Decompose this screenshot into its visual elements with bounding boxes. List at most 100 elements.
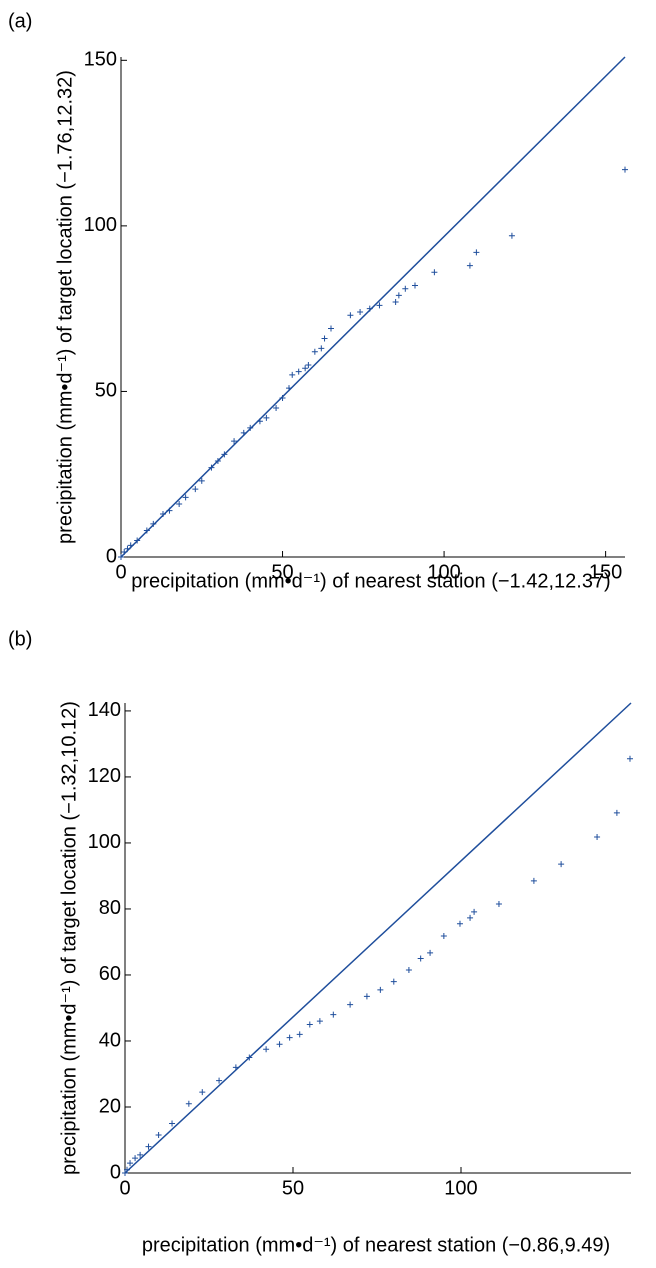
y-tick-label: 0 bbox=[110, 1161, 121, 1183]
data-point bbox=[155, 1132, 162, 1139]
data-point bbox=[412, 282, 418, 289]
data-point bbox=[302, 365, 309, 372]
x-tick-label: 150 bbox=[589, 561, 622, 583]
data-point bbox=[306, 1021, 313, 1028]
y-axis-label: precipitation (mm•d⁻¹) of target locatio… bbox=[54, 70, 76, 544]
data-point bbox=[208, 464, 215, 471]
data-point bbox=[132, 1155, 139, 1162]
data-point bbox=[127, 1160, 134, 1167]
data-point bbox=[405, 967, 412, 974]
x-tick-label: 50 bbox=[282, 1177, 304, 1199]
data-point bbox=[392, 299, 399, 306]
data-point bbox=[622, 166, 628, 173]
data-point bbox=[558, 861, 565, 868]
x-tick-label: 0 bbox=[115, 561, 126, 583]
panel-label: (b) bbox=[8, 628, 32, 650]
data-point bbox=[471, 908, 478, 915]
reference-line bbox=[124, 702, 632, 1174]
data-point bbox=[305, 361, 312, 368]
data-point bbox=[311, 348, 318, 355]
data-point bbox=[321, 335, 328, 342]
data-point bbox=[273, 404, 280, 411]
y-tick-label: 100 bbox=[84, 214, 117, 236]
data-point bbox=[363, 993, 370, 1000]
data-point bbox=[124, 1166, 131, 1173]
x-axis-label: precipitation (mm•d⁻¹) of nearest statio… bbox=[131, 570, 610, 592]
data-point bbox=[431, 269, 438, 276]
data-point bbox=[256, 418, 263, 425]
data-point bbox=[296, 1031, 303, 1038]
data-point bbox=[221, 451, 228, 458]
data-point bbox=[124, 545, 131, 552]
data-point bbox=[402, 285, 409, 292]
data-point bbox=[246, 1054, 253, 1061]
x-axis-label: precipitation (mm•d⁻¹) of nearest statio… bbox=[142, 1234, 610, 1256]
data-point bbox=[176, 501, 183, 508]
data-point bbox=[473, 249, 480, 256]
data-point bbox=[118, 554, 124, 560]
data-point bbox=[286, 1034, 293, 1041]
data-point bbox=[198, 477, 205, 484]
y-tick-label: 60 bbox=[99, 963, 121, 985]
data-point bbox=[466, 262, 473, 269]
y-tick-label: 20 bbox=[99, 1095, 121, 1117]
data-point bbox=[508, 232, 515, 239]
data-point bbox=[160, 510, 166, 517]
data-point bbox=[347, 1001, 354, 1008]
data-point bbox=[166, 507, 173, 514]
data-point bbox=[263, 414, 270, 421]
data-point bbox=[137, 1151, 144, 1158]
data-point bbox=[199, 1089, 206, 1096]
data-point bbox=[240, 429, 247, 436]
y-tick-label: 0 bbox=[106, 545, 117, 567]
data-point bbox=[377, 986, 384, 993]
data-point bbox=[192, 486, 199, 493]
x-tick-label: 100 bbox=[444, 1177, 477, 1199]
data-point bbox=[440, 933, 447, 940]
data-point bbox=[145, 1143, 152, 1150]
data-point bbox=[121, 549, 128, 556]
data-point bbox=[390, 978, 397, 985]
data-point bbox=[495, 901, 502, 908]
data-point bbox=[417, 955, 424, 962]
data-point bbox=[347, 312, 354, 319]
data-point bbox=[134, 537, 141, 544]
y-tick-label: 140 bbox=[88, 699, 121, 721]
data-point bbox=[395, 292, 402, 299]
y-tick-label: 100 bbox=[88, 831, 121, 853]
data-point bbox=[169, 1120, 176, 1127]
data-point bbox=[467, 914, 474, 921]
data-point bbox=[295, 368, 302, 375]
data-point bbox=[289, 371, 296, 378]
data-point bbox=[328, 325, 334, 332]
data-point bbox=[122, 1170, 128, 1176]
x-tick-label: 0 bbox=[119, 1177, 130, 1199]
data-point bbox=[626, 755, 633, 762]
data-point bbox=[530, 877, 537, 884]
panel-label: (a) bbox=[8, 10, 32, 32]
data-point bbox=[216, 1077, 223, 1084]
data-point bbox=[613, 809, 620, 816]
x-tick-label: 50 bbox=[271, 561, 293, 583]
data-point bbox=[357, 308, 364, 315]
data-point bbox=[276, 1041, 283, 1048]
data-point bbox=[286, 385, 292, 392]
data-point bbox=[232, 1064, 239, 1071]
data-point bbox=[279, 395, 286, 402]
data-point bbox=[231, 438, 238, 445]
y-axis-label: precipitation (mm•d⁻¹) of target locatio… bbox=[58, 701, 80, 1175]
data-point bbox=[427, 949, 434, 956]
data-point bbox=[376, 302, 383, 309]
data-point bbox=[330, 1011, 337, 1018]
data-point bbox=[214, 457, 221, 464]
data-point bbox=[318, 345, 325, 352]
y-tick-label: 50 bbox=[95, 380, 117, 402]
data-point bbox=[182, 494, 189, 501]
reference-line bbox=[120, 56, 626, 558]
data-point bbox=[127, 542, 134, 549]
data-point bbox=[366, 305, 373, 312]
x-tick-label: 100 bbox=[427, 561, 460, 583]
data-point bbox=[316, 1018, 323, 1025]
y-tick-label: 80 bbox=[99, 897, 121, 919]
